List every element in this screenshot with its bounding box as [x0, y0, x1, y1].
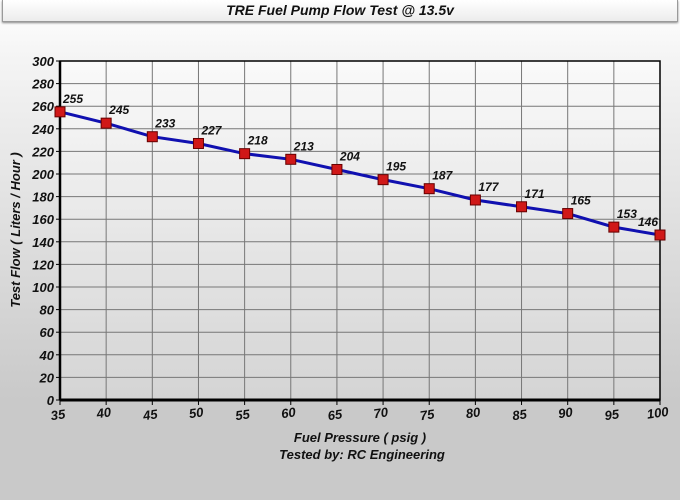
chart-title: TRE Fuel Pump Flow Test @ 13.5v — [2, 0, 678, 22]
y-tick-label: 140 — [32, 235, 54, 250]
x-tick-label: 45 — [141, 406, 159, 423]
y-tick-label: 120 — [32, 257, 54, 272]
data-label: 146 — [638, 215, 658, 229]
data-point — [54, 106, 66, 118]
y-tick-label: 0 — [47, 393, 55, 408]
x-tick-label: 50 — [188, 404, 205, 421]
data-label: 245 — [108, 103, 129, 117]
data-point — [146, 131, 158, 143]
data-point — [192, 137, 204, 149]
x-tick-label: 100 — [646, 404, 670, 422]
data-label: 255 — [62, 92, 83, 106]
y-tick-label: 80 — [40, 303, 55, 318]
data-point — [239, 148, 251, 160]
data-point — [423, 183, 435, 195]
y-tick-label: 100 — [32, 280, 54, 295]
x-tick-label: 95 — [604, 406, 621, 423]
data-label: 177 — [478, 180, 499, 194]
y-tick-label: 240 — [31, 122, 54, 137]
y-tick-label: 280 — [31, 77, 54, 92]
y-tick-label: 220 — [31, 144, 54, 159]
x-tick-label: 40 — [95, 404, 113, 421]
y-tick-label: 180 — [32, 190, 54, 205]
y-axis-label: Test Flow ( Liters / Hour ) — [8, 152, 23, 308]
data-point — [654, 229, 666, 241]
y-tick-label: 200 — [31, 167, 54, 182]
data-point — [331, 163, 343, 175]
data-label: 165 — [571, 194, 591, 208]
y-tick-label: 300 — [32, 54, 54, 69]
x-tick-label: 80 — [465, 404, 482, 421]
chart-subtitle: Tested by: RC Engineering — [279, 447, 445, 462]
data-label: 153 — [617, 207, 637, 221]
data-label: 187 — [432, 169, 453, 183]
y-tick-label: 160 — [32, 212, 54, 227]
x-tick-label: 55 — [234, 406, 251, 423]
data-label: 204 — [339, 149, 360, 163]
data-label: 218 — [247, 134, 268, 148]
x-tick-label: 65 — [327, 406, 344, 423]
x-axis-label: Fuel Pressure ( psig ) — [294, 430, 426, 445]
data-label: 213 — [293, 139, 314, 153]
data-label: 195 — [386, 160, 406, 174]
plot-area — [60, 61, 660, 400]
data-point — [516, 201, 528, 213]
data-label: 171 — [525, 187, 545, 201]
y-tick-label: 60 — [40, 325, 55, 340]
data-point — [608, 221, 620, 233]
data-label: 227 — [200, 123, 222, 137]
data-label: 233 — [154, 117, 175, 131]
series: 255 245 233 227 218 213 204 195 187 177 171 165 1531… — [54, 92, 666, 241]
x-tick-label: 70 — [373, 404, 390, 421]
x-tick-label: 90 — [557, 404, 574, 421]
data-point — [377, 174, 389, 186]
x-tick-label: 75 — [419, 406, 436, 423]
y-tick-label: 40 — [39, 348, 55, 363]
data-point — [285, 153, 297, 165]
data-point — [100, 117, 112, 129]
data-point — [469, 194, 481, 206]
y-tick-label: 20 — [39, 370, 55, 385]
data-point — [562, 208, 574, 220]
x-tick-label: 35 — [50, 406, 67, 423]
y-tick-label: 260 — [31, 99, 54, 114]
series-line — [59, 110, 661, 237]
x-tick-label: 85 — [511, 406, 528, 423]
grid — [59, 60, 661, 401]
x-tick-label: 60 — [280, 404, 297, 421]
